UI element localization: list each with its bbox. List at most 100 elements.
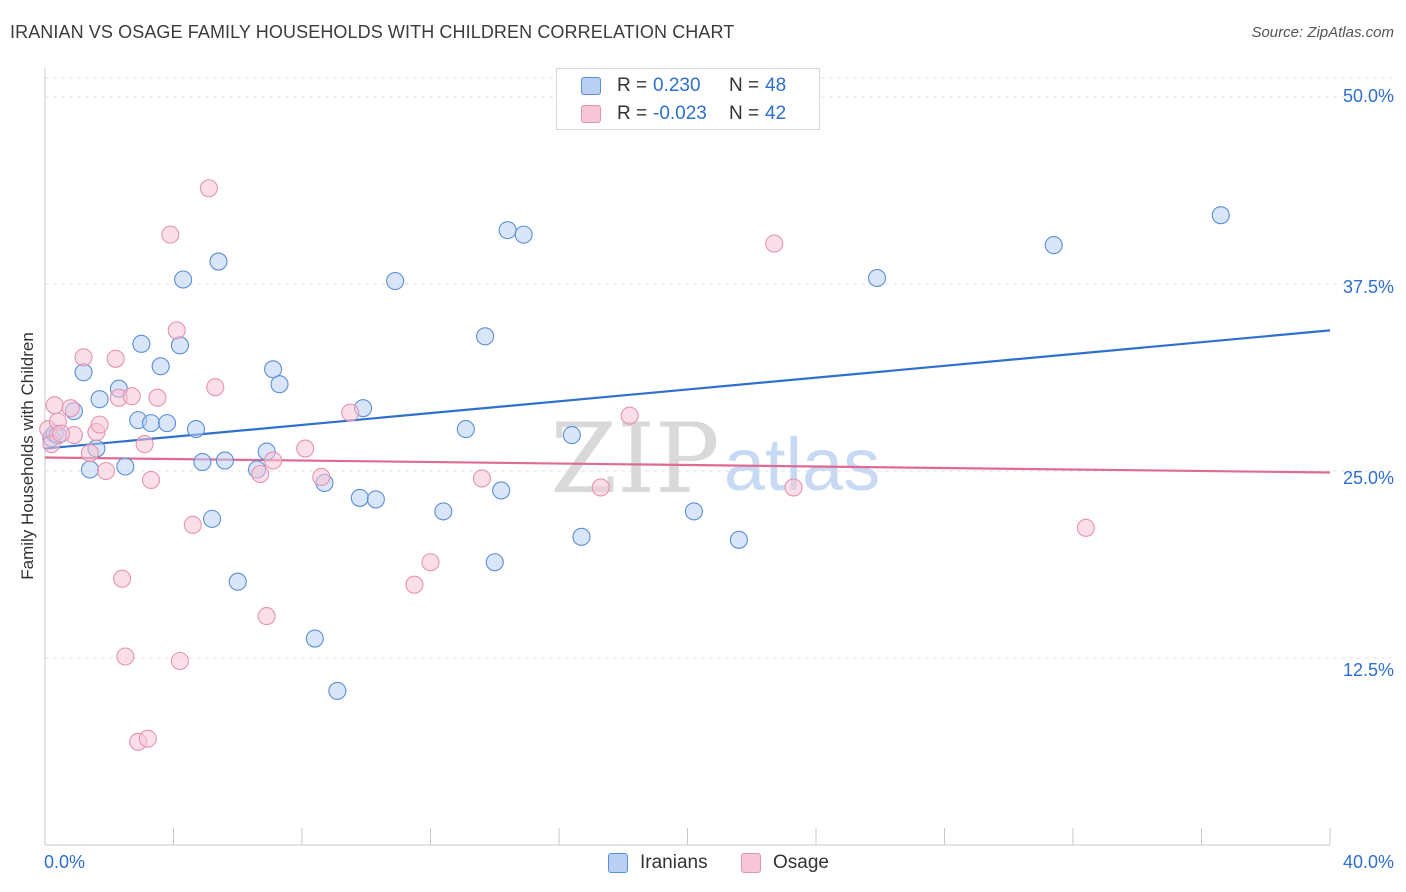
series-legend: Iranians Osage <box>0 852 1406 878</box>
osage-point-7 <box>80 443 100 463</box>
trend-line-iranians <box>44 329 1331 450</box>
iranians-point-42 <box>572 527 591 546</box>
osage-point-35 <box>472 469 491 488</box>
osage-point-20 <box>148 388 167 407</box>
osage-swatch <box>581 105 601 123</box>
legend-row-iranians: R = 0.230 N = 48 <box>581 72 786 100</box>
n-label: N = <box>729 75 760 96</box>
n-label: N = <box>729 103 760 124</box>
iranians-point-18 <box>193 452 212 472</box>
iranians-point-47 <box>1211 206 1230 225</box>
iranians-point-25 <box>264 360 283 379</box>
osage-point-34 <box>421 553 440 572</box>
iranians-point-40 <box>514 225 533 244</box>
osage-point-14 <box>116 647 135 666</box>
osage-point-25 <box>199 179 218 198</box>
iranians-point-22 <box>228 572 247 591</box>
iranians-point-9 <box>116 457 135 476</box>
iranians-point-44 <box>729 530 748 549</box>
iranians-point-39 <box>498 221 517 240</box>
iranians-point-46 <box>1044 236 1063 255</box>
legend-row-osage: R = -0.023 N = 42 <box>581 100 786 128</box>
data-points <box>39 179 1230 751</box>
iranians-point-37 <box>485 553 504 572</box>
iranians-point-45 <box>867 268 887 288</box>
y-tick-label-25: 25.0% <box>1342 468 1394 488</box>
iranians-point-35 <box>456 420 475 439</box>
osage-point-33 <box>405 575 424 594</box>
iranians-point-38 <box>492 481 511 500</box>
legend-item-iranians[interactable]: Iranians <box>608 852 708 874</box>
iranians-point-17 <box>186 420 206 439</box>
osage-point-32 <box>341 403 360 422</box>
iranians-point-12 <box>141 414 161 433</box>
osage-point-40 <box>1076 518 1095 537</box>
iranians-point-14 <box>158 414 177 433</box>
iranians-point-32 <box>366 490 385 509</box>
osage-point-37 <box>620 406 639 425</box>
iranians-point-36 <box>476 327 495 346</box>
osage-point-28 <box>257 607 276 626</box>
iranians-point-7 <box>90 390 109 409</box>
osage-point-9 <box>90 415 109 434</box>
legend-item-osage[interactable]: Osage <box>741 852 829 874</box>
r-value: 0.230 <box>653 75 701 96</box>
x-tick-label-min: 0.0% <box>44 852 86 872</box>
chart-title: IRANIAN VS OSAGE FAMILY HOUSEHOLDS WITH … <box>10 22 735 42</box>
watermark: ZIP atlas <box>550 403 880 515</box>
iranians-legend-label: Iranians <box>640 852 708 873</box>
iranians-point-15 <box>170 336 189 355</box>
r-label: R = <box>617 75 648 96</box>
iranians-point-21 <box>215 451 234 470</box>
osage-point-2 <box>45 396 64 415</box>
axes <box>44 68 1331 846</box>
osage-point-11 <box>106 349 125 368</box>
trend-lines <box>44 329 1331 474</box>
osage-point-4 <box>61 399 80 418</box>
n-value: 48 <box>765 75 787 96</box>
iranians-point-26 <box>270 375 289 394</box>
iranians-point-13 <box>151 357 170 376</box>
iranians-point-34 <box>434 502 453 521</box>
iranians-point-20 <box>209 252 228 271</box>
iranians-point-19 <box>203 509 222 528</box>
osage-point-29 <box>264 451 283 470</box>
osage-point-23 <box>170 651 189 671</box>
osage-point-24 <box>183 515 202 534</box>
n-value: 42 <box>765 103 787 124</box>
y-tick-label-37-5: 37.5% <box>1342 277 1394 297</box>
iranians-swatch <box>581 77 601 95</box>
osage-legend-swatch <box>741 853 761 873</box>
osage-point-18 <box>138 729 157 748</box>
osage-point-19 <box>141 470 161 490</box>
iranians-point-30 <box>350 488 369 507</box>
osage-point-31 <box>312 467 331 487</box>
osage-point-36 <box>591 478 610 497</box>
iranians-point-41 <box>562 426 581 445</box>
iranians-point-33 <box>386 271 405 291</box>
y-tick-label-50: 50.0% <box>1342 86 1394 106</box>
osage-point-6 <box>74 348 93 367</box>
source-credit: Source: ZipAtlas.com <box>1251 24 1394 41</box>
y-axis-title: Family Households with Children <box>18 332 37 580</box>
osage-point-38 <box>765 234 784 253</box>
osage-point-15 <box>122 387 141 406</box>
r-label: R = <box>617 103 648 124</box>
r-value: -0.023 <box>653 103 707 124</box>
iranians-point-27 <box>305 629 324 648</box>
grid-lines <box>45 77 1392 659</box>
osage-point-27 <box>251 464 270 484</box>
osage-legend-label: Osage <box>773 852 829 873</box>
osage-point-17 <box>135 435 154 454</box>
osage-point-30 <box>296 439 315 458</box>
iranians-point-11 <box>132 334 151 353</box>
osage-point-26 <box>206 378 225 397</box>
iranians-point-29 <box>328 681 347 700</box>
osage-point-10 <box>96 461 116 481</box>
osage-point-13 <box>113 569 132 588</box>
iranians-point-5 <box>80 460 100 479</box>
trend-line-osage <box>44 456 1331 474</box>
osage-point-41 <box>52 424 71 443</box>
x-tick-label-max: 40.0% <box>1342 852 1394 872</box>
